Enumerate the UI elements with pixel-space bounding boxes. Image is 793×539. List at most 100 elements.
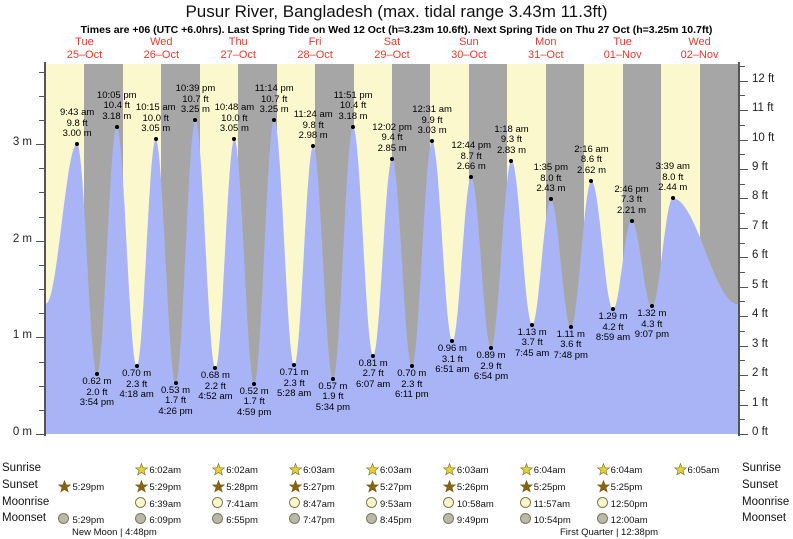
day-date: 26–Oct: [143, 49, 180, 61]
tide-label-line: 0.57 m: [318, 380, 348, 392]
page-subtitle: Times are +06 (UTC +6.0hrs). Last Spring…: [80, 24, 713, 36]
day-of-week: Wed: [688, 36, 711, 48]
axis-label: 2 ft: [752, 367, 768, 379]
tide-point-marker: [311, 144, 316, 149]
axis-label: 10 ft: [752, 132, 775, 144]
tide-label-line: 8:59 am: [595, 332, 631, 344]
day-header-0: Tue 25–Oct: [46, 36, 123, 64]
tide-label-line: 0.89 m: [476, 350, 506, 362]
low-tide-label: 1.11 m 3.6 ft 7:48 pm: [542, 329, 600, 362]
tide-label-line: 2:16 am: [574, 143, 609, 155]
axis-tick: [740, 434, 748, 435]
tide-label-line: 10:48 am: [214, 102, 255, 114]
moonset-moon-icon: [289, 513, 301, 524]
sunset-time: 5:28pm: [226, 482, 258, 493]
tide-label-line: 2.62 m: [576, 164, 606, 176]
high-tide-label: 11:14 pm 10.7 ft 3.25 m: [245, 84, 303, 116]
tide-label-line: 9:43 am: [59, 107, 95, 119]
sunset-time: 5:25pm: [610, 482, 643, 493]
tide-label-line: 2.9 ft: [480, 360, 502, 372]
moonset-moon-icon: [135, 513, 147, 524]
tide-label-line: 9.3 ft: [500, 134, 523, 146]
axis-tick: [39, 72, 44, 73]
sunset-star-icon: [135, 479, 149, 493]
tide-label-line: 1.7 ft: [243, 396, 265, 408]
axis-label: 5 ft: [752, 279, 768, 291]
axis-label: 7 ft: [752, 220, 768, 232]
axis-tick: [740, 81, 748, 82]
day-date: 29–Oct: [374, 49, 410, 61]
day-of-week: Tue: [613, 36, 632, 48]
moonrise-time: 6:39am: [149, 499, 182, 510]
tide-label-line: 3.00 m: [62, 128, 92, 140]
astro-row-label-sunset: Sunset: [2, 479, 38, 491]
axis-tick: [39, 289, 44, 290]
tide-label-line: 3.03 m: [417, 125, 447, 137]
day-header-1: Wed 26–Oct: [123, 36, 200, 64]
tide-label-line: 5:28 am: [277, 388, 312, 400]
axis-tick: [740, 110, 748, 111]
low-tide-label: 0.81 m 2.7 ft 6:07 am: [344, 358, 402, 391]
axis-label: 12 ft: [752, 73, 775, 85]
tide-point-marker: [670, 196, 675, 201]
day-of-week: Thu: [228, 36, 248, 48]
tide-label-line: 4:18 am: [119, 389, 154, 401]
axis-tick: [740, 346, 748, 347]
tide-label-line: 1.32 m: [637, 308, 667, 320]
high-tide-label: 10:05 pm 10.4 ft 3.18 m: [88, 90, 146, 123]
low-tide-label: 0.96 m 3.1 ft 6:51 am: [423, 344, 481, 376]
day-of-week: Mon: [535, 36, 557, 48]
axis-tick: [39, 120, 44, 121]
tide-label-line: 11:51 pm: [333, 89, 373, 101]
sunrise-star-icon: [596, 462, 610, 476]
tide-label-line: 0.52 m: [239, 385, 269, 397]
tide-label-line: 9.4 ft: [381, 132, 403, 144]
axis-tick: [36, 337, 44, 338]
day-header-5: Sun 30–Oct: [430, 36, 507, 64]
moonrise-time: 10:58am: [456, 499, 494, 510]
sunrise-star-icon: [288, 462, 303, 476]
tide-label-line: 10.4 ft: [339, 100, 367, 112]
day-of-week: Sat: [383, 36, 401, 48]
axis-tick: [740, 257, 748, 258]
low-tide-label: 0.53 m 1.7 ft 4:26 pm: [147, 384, 205, 418]
tide-label-line: 10.7 ft: [182, 93, 209, 105]
moonset-moon-icon: [366, 513, 377, 524]
astro-row-label-moonrise: Moonrise: [742, 496, 790, 508]
tide-label-line: 8.0 ft: [662, 171, 684, 183]
moonset-moon-icon: [442, 513, 454, 524]
tide-point-marker: [509, 158, 514, 163]
tide-label-line: 3.18 m: [338, 110, 368, 122]
sunset-time: 5:29pm: [149, 482, 182, 493]
tide-label-line: 9.8 ft: [66, 117, 88, 129]
axis-tick: [740, 184, 745, 185]
tide-label-line: 9.9 ft: [421, 114, 443, 126]
day-date: 01–Nov: [603, 49, 642, 61]
tide-label-line: 1:18 am: [494, 123, 529, 135]
tide-label-line: 3.7 ft: [521, 337, 543, 349]
axis-tick: [36, 434, 44, 435]
tide-curve: [46, 120, 738, 434]
axis-tick: [740, 405, 748, 406]
axis-tick: [39, 410, 44, 411]
tide-label-line: 6:11 pm: [394, 389, 429, 401]
tide-label-line: 0.70 m: [122, 368, 152, 380]
tide-point-marker: [94, 372, 99, 377]
astro-row-label-sunset: Sunset: [742, 479, 778, 491]
sunrise-star-icon: [442, 462, 457, 476]
moonrise-moon-icon: [135, 497, 147, 508]
axis-label: 1 ft: [752, 397, 768, 409]
tide-label-line: 0.53 m: [161, 384, 191, 396]
axis-tick: [740, 154, 745, 155]
tide-label-line: 11:24 am: [293, 109, 333, 121]
moonset-moon-icon: [596, 513, 608, 524]
sunrise-star-icon: [211, 462, 226, 476]
tide-label-line: 2.3 ft: [401, 378, 423, 390]
sunset-star-icon: [365, 479, 380, 493]
page-title: Pusur River, Bangladesh (max. tidal rang…: [185, 2, 608, 21]
low-tide-label: 0.89 m 2.9 ft 6:54 pm: [462, 351, 520, 383]
moonset-time: 8:45pm: [380, 515, 412, 526]
axis-label: 0 ft: [752, 426, 768, 438]
tide-label-line: 3.6 ft: [560, 339, 582, 351]
moonrise-time: 11:57am: [533, 499, 571, 510]
